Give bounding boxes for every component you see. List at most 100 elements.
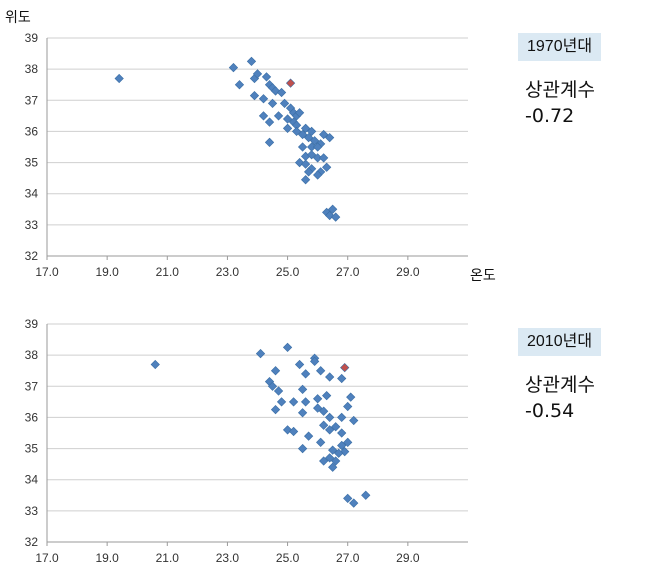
data-point: [322, 162, 332, 172]
data-point: [252, 69, 263, 79]
correlation-value-2010s: -0.54: [525, 400, 575, 422]
y-tick-label: 35: [25, 156, 39, 170]
data-point: [313, 142, 323, 152]
y-axis-title: 위도: [5, 10, 31, 26]
data-point: [331, 212, 341, 222]
y-tick-label: 36: [25, 124, 39, 138]
data-point: [264, 137, 275, 147]
data-point: [300, 397, 311, 407]
data-point: [300, 159, 311, 169]
data-point: [349, 498, 359, 508]
data-point: [319, 456, 329, 466]
data-point: [270, 86, 281, 96]
data-point: [310, 356, 320, 366]
data-point: [325, 412, 335, 423]
data-point: [282, 123, 293, 133]
data-point: [297, 142, 308, 152]
data-point: [313, 394, 323, 404]
data-point: [334, 448, 344, 458]
y-tick-label: 32: [25, 249, 39, 263]
x-tick-label: 27.0: [336, 265, 360, 279]
y-tick-label: 34: [25, 187, 39, 201]
data-point: [249, 90, 260, 101]
data-point: [328, 462, 338, 472]
data-point: [303, 167, 314, 177]
data-point: [319, 406, 329, 416]
data-point: [343, 493, 353, 504]
data-point: [288, 397, 299, 407]
y-tick-label: 36: [25, 410, 39, 424]
data-point: [316, 437, 326, 447]
y-tick-label: 35: [25, 442, 39, 456]
data-point: [343, 401, 353, 412]
data-point: [267, 381, 278, 391]
data-point: [303, 431, 314, 441]
highlighted-data-point: [285, 78, 296, 88]
data-point: [331, 456, 341, 466]
data-point: [331, 422, 341, 432]
data-point: [294, 108, 305, 118]
x-tick-label: 25.0: [276, 551, 300, 565]
period-badge-1970s: 1970년대: [518, 33, 602, 61]
data-point: [297, 129, 308, 140]
data-point: [276, 87, 287, 98]
data-point: [337, 440, 347, 451]
data-point: [346, 392, 356, 402]
data-point: [343, 437, 353, 447]
data-point: [228, 62, 239, 73]
data-point: [297, 408, 308, 418]
data-point: [255, 348, 266, 359]
x-tick-label: 17.0: [35, 551, 59, 565]
y-tick-label: 33: [25, 218, 39, 232]
data-point: [361, 490, 371, 500]
data-point: [313, 170, 323, 180]
data-point: [294, 359, 305, 370]
x-tick-label: 29.0: [396, 551, 420, 565]
correlation-label-2010s: 상관계수: [525, 374, 595, 396]
y-tick-label: 33: [25, 504, 39, 518]
x-tick-label: 29.0: [396, 265, 420, 279]
period-badge-2010s: 2010년대: [518, 328, 602, 356]
correlation-value-1970s: -0.72: [525, 105, 575, 127]
data-point: [291, 126, 302, 137]
data-point: [150, 359, 160, 370]
data-point: [282, 114, 293, 124]
data-point: [328, 445, 338, 455]
data-point: [325, 453, 335, 463]
data-point: [276, 397, 287, 407]
y-tick-label: 32: [25, 535, 39, 549]
data-point: [316, 366, 326, 376]
data-point: [282, 342, 293, 352]
y-tick-label: 34: [25, 473, 39, 487]
x-tick-label: 21.0: [156, 265, 180, 279]
data-point: [114, 73, 124, 84]
x-tick-label: 19.0: [95, 265, 119, 279]
data-point: [307, 126, 317, 137]
data-point: [303, 133, 314, 143]
x-tick-label: 23.0: [216, 551, 240, 565]
data-point: [337, 373, 347, 384]
data-point: [319, 129, 329, 140]
y-tick-label: 39: [25, 317, 39, 331]
y-tick-label: 39: [25, 31, 39, 45]
data-point: [325, 133, 335, 143]
data-point: [307, 150, 317, 160]
data-point: [261, 72, 272, 82]
scatter-plot-2010s: 32 33 34 35 36 37 38 39 17.0 19.0 21.0 23.0 25.0 27.0…: [25, 317, 468, 565]
y-tick-label: 38: [25, 348, 39, 362]
x-tick-label: 19.0: [95, 551, 119, 565]
data-point: [319, 153, 329, 163]
highlighted-data-point: [340, 362, 350, 373]
data-point: [264, 117, 275, 127]
x-tick-label: 23.0: [216, 265, 240, 279]
data-point: [246, 56, 257, 66]
x-tick-label: 25.0: [276, 265, 300, 279]
scatter-plot-1970s: 위도 온도 32 33 34 35 36 37 38 39 17.0 19.0 21.0 23.0 25…: [5, 10, 496, 284]
data-point: [337, 428, 347, 438]
y-tick-label: 37: [25, 93, 39, 107]
data-point: [279, 98, 290, 109]
data-point: [319, 420, 329, 430]
correlation-label-1970s: 상관계수: [525, 79, 595, 101]
data-point: [267, 98, 278, 109]
y-tick-label: 37: [25, 379, 39, 393]
